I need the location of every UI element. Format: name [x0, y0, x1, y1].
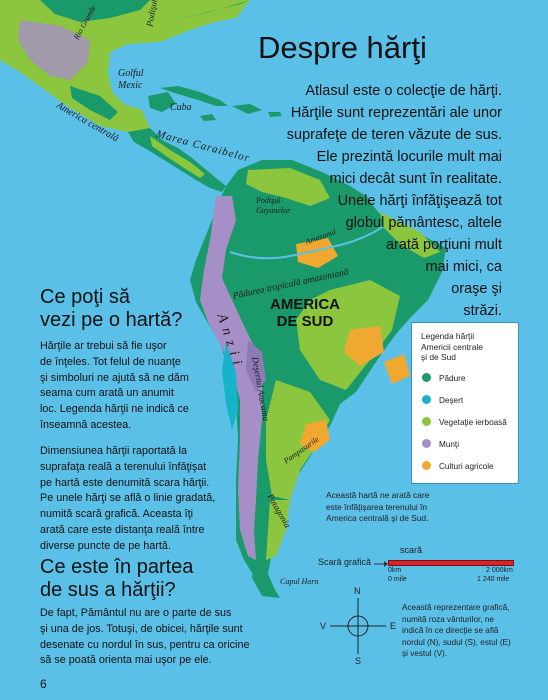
text-line: desenate cu nordul în sus, pentru ca ori… — [40, 638, 250, 651]
legend-item-label: Munţi — [439, 440, 460, 449]
s2h-line1: Ce este în partea — [40, 556, 194, 578]
label-podisul-guyanelor: Podişul Guyanelor — [256, 196, 290, 216]
map-caption: Această hartă ne arată care este înfăţiş… — [326, 490, 506, 525]
intro-text: Atlasul este o colecţie de hărţi. Hărţil… — [248, 80, 502, 322]
text-line: pe hartă este denumită scara hărţii. — [40, 476, 210, 489]
scale-title: scară — [400, 545, 423, 555]
intro-line: globul pământesc, altele — [345, 215, 502, 231]
text-line: Pe unele hărţi se află o linie gradată, — [40, 492, 216, 505]
label-capul-horn: Capul Horn — [280, 577, 319, 586]
compass-rose-icon — [330, 598, 386, 654]
text-line: şi una de jos. Totuşi, de obicei, hărţil… — [40, 622, 243, 635]
intro-line: mai mici, ca — [425, 259, 502, 275]
legend-title: Legenda hărţii Americii centrale şi de S… — [421, 331, 513, 363]
golf-line2: Mexic — [118, 80, 143, 91]
crops-swatch — [422, 461, 431, 470]
scale-mile-left: 0 mile — [388, 576, 407, 583]
text-line: De fapt, Pământul nu are o parte de sus — [40, 607, 232, 619]
compass-caption-line: Această reprezentare grafică, — [402, 603, 510, 612]
scale-mile-right: 1 240 mile — [477, 576, 510, 583]
scale-km-right: 2 000km — [486, 567, 513, 574]
legend-item-forest: Pădure — [422, 373, 465, 383]
compass-n: N — [354, 586, 361, 596]
text-line: Hărţile ar trebui să fie uşor — [40, 340, 167, 352]
page-number: 6 — [40, 677, 47, 691]
caption-line: este înfăţişarea terenului în — [326, 501, 428, 512]
ads-line1: AMERICA — [270, 296, 340, 313]
compass-e: E — [390, 621, 397, 631]
compass-caption-line: şi vestul (V). — [402, 649, 448, 658]
grass-swatch — [422, 417, 431, 426]
legend-item-label: Vegetaţie ierboasă — [439, 418, 507, 427]
s2h-line2: de sus a hărţii? — [40, 579, 176, 601]
text-line: de înţeles. Tot felul de nuanţe — [40, 355, 181, 368]
intro-line: suprafeţe de teren văzute de sus. — [286, 127, 502, 143]
ads-line2: DE SUD — [276, 313, 334, 330]
scale-pointer — [374, 561, 388, 567]
legend-item-label: Culturi agricole — [439, 462, 494, 471]
compass-caption-line: nordul (N), sudul (S), estul (E) — [402, 637, 511, 647]
label-golful-mexic: Golful Mexic — [118, 68, 144, 92]
section2-heading: Ce este în partea de sus a hărţii? — [40, 556, 193, 602]
intro-line: Hărţile sunt reprezentări ale unor — [290, 105, 502, 121]
caption-line: Această hartă ne arată care — [326, 490, 430, 500]
section1-paragraph1: Hărţile ar trebui să fie uşor de înţeles… — [40, 339, 235, 434]
text-line: numită scară grafică. Aceasta îţi — [40, 508, 194, 521]
intro-line: arată porţiuni mult — [385, 237, 502, 253]
label-america-de-sud: AMERICA DE SUD — [270, 296, 340, 330]
text-line: înseamnă acestea. — [40, 418, 132, 431]
guy-line2: Guyanelor — [256, 206, 291, 215]
s1h-line2: vezi pe o hartă? — [40, 309, 183, 331]
compass-caption-line: indică în ce direcţie se află — [402, 626, 499, 635]
section1-paragraph2: Dimensiunea hărţii raportată la suprafaţ… — [40, 444, 245, 555]
legend-item-label: Deşert — [439, 396, 464, 405]
map-legend: Legenda hărţii Americii centrale şi de S… — [411, 322, 519, 484]
text-line: şi simboluri ne ajută să ne dăm — [40, 371, 189, 384]
legend-item-mountains: Munţi — [422, 439, 459, 449]
legend-title-line: Americii centrale — [421, 341, 483, 352]
golf-line1: Golful — [118, 68, 144, 79]
compass-caption: Această reprezentare grafică, numită roz… — [402, 602, 542, 660]
text-line: seama cum arată un anumit — [40, 387, 174, 400]
scale-km-left: 0km — [388, 567, 402, 574]
text-line: Dimensiunea hărţii raportată la — [40, 445, 188, 457]
label-cuba: Cuba — [170, 102, 192, 113]
mountains-swatch — [422, 439, 431, 448]
scale-bar — [388, 560, 514, 566]
guy-line1: Podişul — [256, 196, 281, 205]
andes-mountains — [200, 196, 262, 560]
text-line: să se poată orienta mai uşor pe ele. — [40, 654, 212, 667]
text-line: arată care este distanţa reală între — [40, 523, 205, 536]
section2-paragraph: De fapt, Pământul nu are o parte de sus … — [40, 606, 285, 669]
desert-swatch — [422, 395, 431, 404]
intro-line: Ele prezintă locurile mult mai — [316, 149, 502, 165]
intro-line: străzi. — [463, 303, 502, 319]
intro-line: Atlasul este o colecţie de hărţi. — [305, 83, 502, 99]
legend-title-line: şi de Sud — [421, 352, 456, 362]
intro-line: oraşe şi — [451, 281, 502, 297]
section1-heading: Ce poţi să vezi pe o hartă? — [40, 286, 182, 332]
scale-label: Scară grafică — [318, 557, 372, 567]
forest-swatch — [422, 373, 431, 382]
text-line: suprafaţa reală a terenului înfăţişat — [40, 460, 207, 473]
legend-item-desert: Deşert — [422, 395, 463, 405]
legend-item-grass: Vegetaţie ierboasă — [422, 417, 507, 427]
compass-s: S — [355, 656, 362, 666]
cuba-island — [160, 86, 228, 106]
compass-w: V — [320, 621, 327, 631]
intro-line: Unele hărţi înfăţişează tot — [337, 193, 502, 209]
intro-line: mici decât sunt în realitate. — [329, 171, 502, 187]
legend-title-line: Legenda hărţii — [421, 331, 475, 341]
s1h-line1: Ce poţi să — [40, 286, 131, 308]
caption-line: America centrală şi de Sud. — [326, 513, 429, 523]
text-line: loc. Legenda hărţii ne indică ce — [40, 403, 189, 416]
legend-item-crops: Culturi agricole — [422, 461, 494, 471]
compass-caption-line: numită roza vânturilor, ne — [402, 614, 494, 624]
page-title: Despre hărţi — [258, 30, 427, 65]
text-line: diverse puncte de pe hartă. — [40, 539, 171, 552]
legend-item-label: Pădure — [439, 374, 466, 383]
